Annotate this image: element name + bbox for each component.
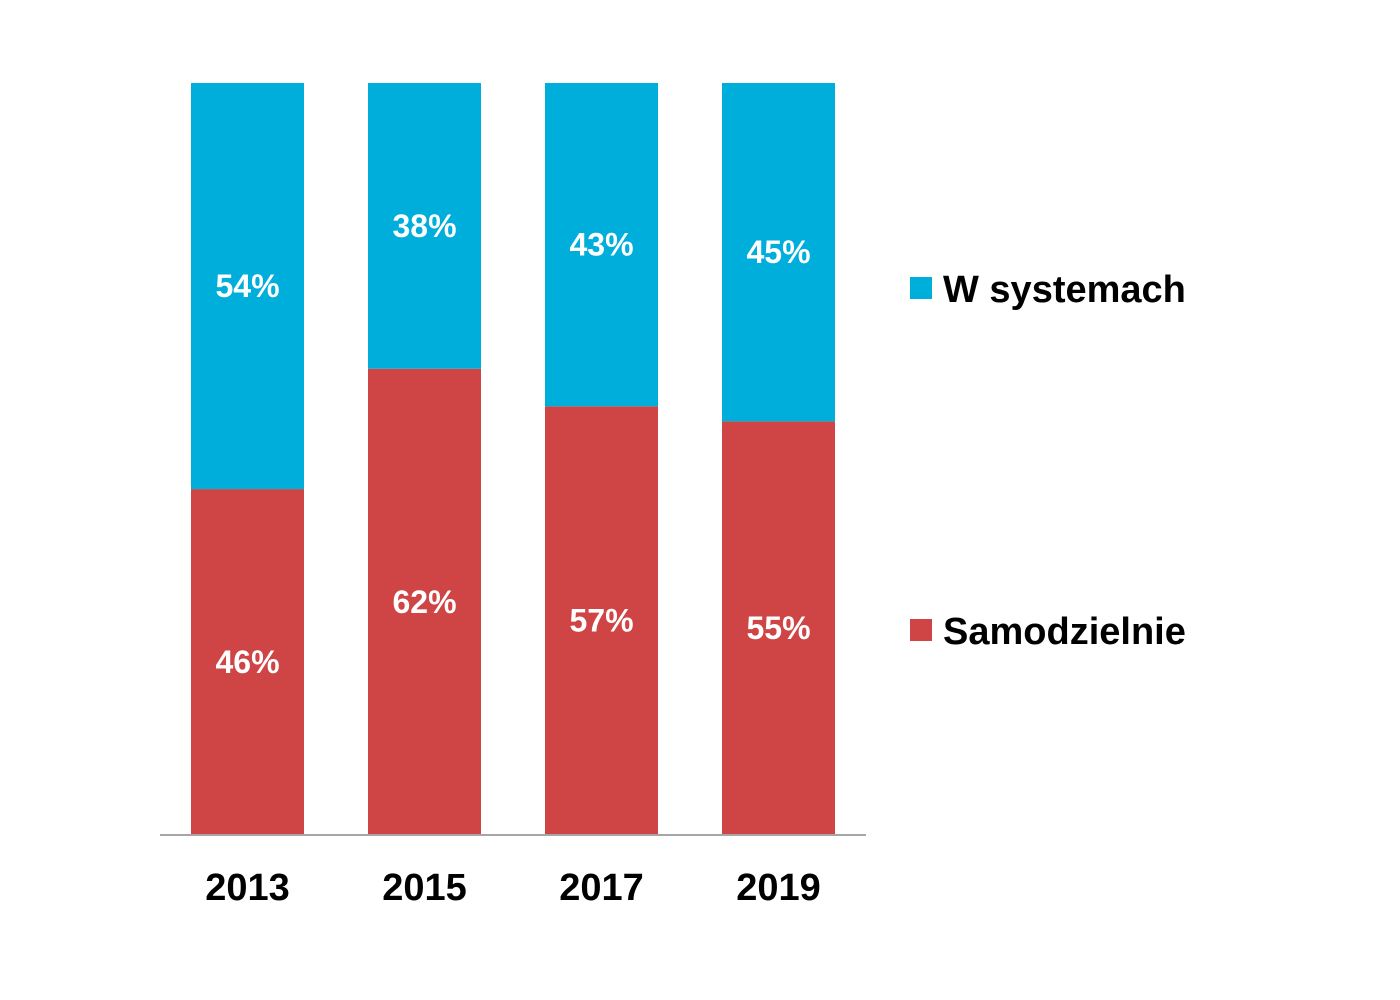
data-label: 62% xyxy=(392,584,456,620)
x-tick-label: 2017 xyxy=(559,867,644,909)
x-tick-label: 2019 xyxy=(736,867,821,909)
bar-samodzielnie-2015 xyxy=(368,368,481,835)
legend: W systemach Samodzielnie xyxy=(910,269,1186,653)
x-tick-label: 2015 xyxy=(382,867,467,909)
bar-samodzielnie-2019 xyxy=(722,421,835,835)
data-label: 54% xyxy=(215,268,279,304)
bar-w-systemach-2019 xyxy=(722,83,835,422)
data-label: 46% xyxy=(215,644,279,680)
data-label: 43% xyxy=(569,227,633,263)
x-tick-label: 2013 xyxy=(205,867,290,909)
bar-w-systemach-2015 xyxy=(368,83,481,369)
bar-samodzielnie-2013 xyxy=(191,489,304,835)
bar-samodzielnie-2017 xyxy=(545,406,658,835)
legend-label: W systemach xyxy=(943,269,1186,311)
legend-label: Samodzielnie xyxy=(943,611,1186,653)
bar-w-systemach-2017 xyxy=(545,83,658,407)
x-axis-ticks: 2013 2015 2017 2019 xyxy=(205,867,821,909)
legend-swatch xyxy=(910,277,932,299)
data-label: 55% xyxy=(746,610,810,646)
legend-swatch xyxy=(910,619,932,641)
plot-area: 46% 54% 62% 38% 57% 43% 55% 45% xyxy=(191,83,835,835)
data-label: 57% xyxy=(569,603,633,639)
data-label: 38% xyxy=(392,208,456,244)
bar-w-systemach-2013 xyxy=(191,83,304,490)
data-label: 45% xyxy=(746,234,810,270)
